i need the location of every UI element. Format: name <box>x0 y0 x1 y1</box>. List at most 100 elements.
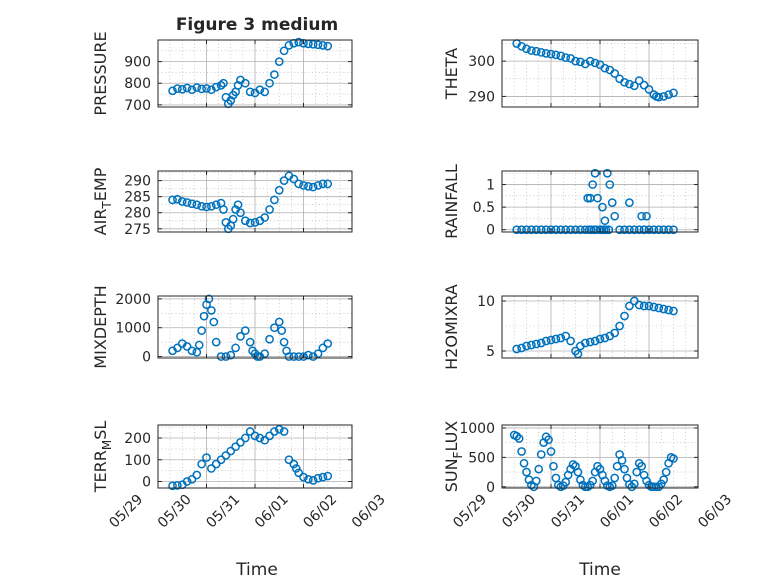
data-point <box>265 334 274 344</box>
data-point <box>197 459 206 469</box>
y-tick-label: 10 <box>477 294 495 310</box>
data-point <box>669 225 678 235</box>
data-point <box>304 474 313 484</box>
data-point <box>664 90 673 100</box>
data-point <box>260 435 270 445</box>
data-point <box>192 200 202 210</box>
data-point <box>187 85 197 95</box>
data-point <box>211 459 221 469</box>
data-point <box>551 225 561 235</box>
data-point <box>601 225 611 235</box>
data-point <box>517 225 526 235</box>
data-point <box>561 225 571 235</box>
data-point <box>607 481 617 490</box>
data-point <box>517 447 526 456</box>
y-tick-label: 1000 <box>459 421 495 437</box>
y-axis-label: H2OMIXRA <box>442 284 461 370</box>
data-point <box>639 301 649 311</box>
data-point <box>620 77 629 87</box>
data-point <box>531 46 541 56</box>
data-point <box>512 225 522 235</box>
data-point <box>615 225 624 235</box>
data-point <box>637 211 647 221</box>
data-point <box>573 467 583 477</box>
data-point <box>519 458 529 468</box>
data-point <box>270 70 279 79</box>
data-point <box>173 481 182 490</box>
data-point <box>541 49 551 58</box>
data-point <box>556 225 566 235</box>
y-ticks: 00.51 <box>473 178 698 239</box>
data-point <box>615 321 624 331</box>
x-ticks <box>501 40 699 107</box>
data-point <box>197 84 206 94</box>
y-tick-label: 1 <box>486 178 495 194</box>
data-point <box>625 301 634 311</box>
data-point <box>255 433 265 443</box>
data-point <box>308 182 318 192</box>
data-point <box>294 352 303 361</box>
data-point <box>221 451 231 460</box>
data-point <box>265 78 274 88</box>
data-point <box>202 453 211 462</box>
data-point <box>546 335 556 345</box>
data-point <box>610 473 620 483</box>
data-point <box>279 176 289 185</box>
data-point <box>664 225 673 235</box>
series-markers <box>512 168 678 235</box>
subplot-mixdepth: 0 1000 2000 MIXDEPTH <box>91 285 353 369</box>
data-point <box>304 350 313 360</box>
data-point <box>260 349 270 359</box>
y-tick-label: 0 <box>142 474 151 490</box>
data-point <box>323 471 333 481</box>
data-point <box>304 182 313 191</box>
y-tick-label: 0 <box>486 480 495 496</box>
data-point <box>192 83 202 92</box>
subplot-h2omixra: 5 10 H2OMIXRA <box>442 284 699 370</box>
data-point <box>313 473 323 483</box>
data-point <box>625 198 634 207</box>
data-point <box>277 326 287 335</box>
data-point <box>571 56 580 66</box>
data-point <box>299 181 308 190</box>
y-axis-label: THETA <box>442 48 461 100</box>
data-point <box>199 311 209 321</box>
data-point <box>204 294 214 304</box>
data-point <box>250 431 260 441</box>
y-ticks: 0 100 200 <box>124 431 352 490</box>
data-point <box>659 304 669 314</box>
y-axis-label: MIXDEPTH <box>91 285 110 368</box>
data-point <box>588 180 598 189</box>
data-point <box>634 76 644 85</box>
data-point <box>669 88 678 98</box>
data-point <box>576 475 585 485</box>
data-point <box>289 352 299 361</box>
data-point <box>207 85 216 95</box>
y-tick-label: 2000 <box>115 292 151 308</box>
data-point <box>531 339 541 349</box>
data-point <box>629 81 639 91</box>
data-point <box>649 482 659 492</box>
data-point <box>182 477 192 486</box>
y-tick-label: 300 <box>468 54 495 70</box>
data-point <box>299 472 308 482</box>
data-point <box>531 476 541 486</box>
data-point <box>600 216 610 226</box>
data-point <box>250 218 260 227</box>
data-point <box>617 455 627 465</box>
data-point <box>168 86 177 96</box>
data-point <box>284 41 294 50</box>
data-point <box>260 87 270 97</box>
x-axis-label-right: Time <box>578 560 621 580</box>
data-point <box>549 461 558 471</box>
data-point <box>245 337 255 347</box>
data-point <box>612 461 622 471</box>
y-axis-label: TERRMSL <box>91 421 114 494</box>
data-point <box>586 225 596 235</box>
data-point <box>216 455 226 465</box>
data-point <box>177 197 187 206</box>
data-point <box>649 225 659 235</box>
data-point <box>517 41 526 51</box>
